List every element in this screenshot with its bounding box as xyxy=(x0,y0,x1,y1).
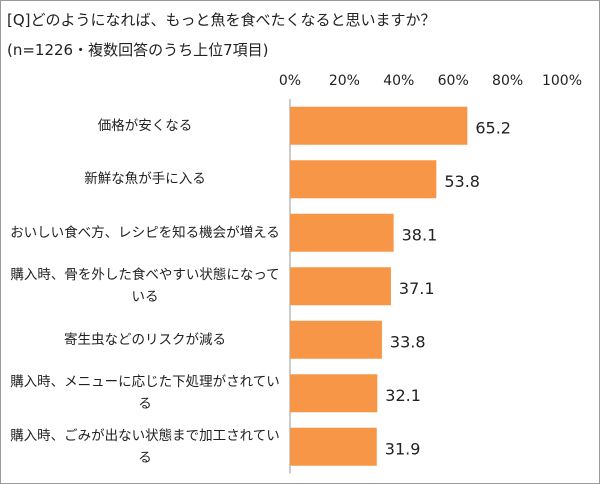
category-label: 価格が安くなる xyxy=(97,117,193,134)
value-label: 38.1 xyxy=(402,225,438,244)
category-label: 新鮮な魚が手に入る xyxy=(84,171,206,188)
bar xyxy=(290,106,468,145)
x-tick-label: 100% xyxy=(542,73,582,89)
chart-subtitle: (n=1226・複数回答のうち上位7項目) xyxy=(7,41,269,59)
bar xyxy=(290,213,394,252)
value-label: 33.8 xyxy=(390,332,426,351)
x-tick-label: 20% xyxy=(329,73,360,89)
chart-title: [Q]どのようになれば、もっと魚を食べたくなると思いますか？ xyxy=(7,11,436,29)
category-label: 購入時、ごみが出ない状態まで加工されている xyxy=(10,427,280,466)
bar xyxy=(290,427,377,466)
bar xyxy=(290,267,391,306)
category-label: 寄生虫などのリスクが減る xyxy=(64,331,226,348)
value-label: 65.2 xyxy=(475,118,511,137)
category-label: 購入時、メニューに応じた下処理がされている xyxy=(10,374,280,413)
bar xyxy=(290,320,382,359)
category-label: 購入時、骨を外した食べやすい状態になっている xyxy=(10,267,280,306)
value-label: 37.1 xyxy=(399,279,435,298)
value-label: 53.8 xyxy=(444,172,480,191)
x-tick-label: 40% xyxy=(383,73,414,89)
value-label: 32.1 xyxy=(385,386,421,405)
x-tick-label: 60% xyxy=(438,73,469,89)
bar xyxy=(290,374,378,413)
x-tick-label: 0% xyxy=(279,73,301,89)
bar xyxy=(290,160,437,199)
value-label: 31.9 xyxy=(385,439,421,458)
category-label: おいしい食べ方、レシピを知る機会が増える xyxy=(10,224,280,241)
x-tick-label: 80% xyxy=(492,73,523,89)
